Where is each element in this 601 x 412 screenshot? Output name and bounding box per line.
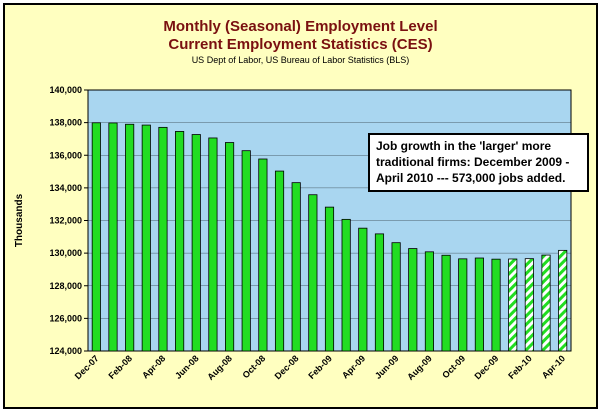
bar (208, 137, 218, 352)
bar (241, 150, 251, 352)
x-tick-label: Apr-09 (340, 353, 367, 380)
bar-hatched (558, 249, 568, 352)
bar (125, 123, 135, 352)
y-tick-label: 138,000 (49, 118, 82, 128)
x-tick-label: Dec-07 (73, 353, 101, 381)
bar (474, 257, 484, 352)
x-tick-label: Aug-08 (205, 353, 234, 382)
bar (225, 142, 235, 352)
bar-hatched (508, 258, 518, 352)
bar (274, 170, 285, 352)
y-tick-label: 124,000 (49, 346, 82, 356)
y-tick-label: 128,000 (49, 281, 82, 291)
bar (341, 218, 351, 352)
bar (175, 131, 185, 352)
x-tick-label: Feb-10 (506, 353, 534, 381)
x-tick-label: Apr-10 (540, 353, 567, 380)
bar (108, 122, 118, 352)
bar (358, 227, 368, 352)
x-tick-label: Aug-09 (405, 353, 434, 382)
bar (441, 254, 451, 352)
y-tick-label: 140,000 (49, 85, 82, 95)
bar (308, 194, 318, 352)
bar (91, 122, 101, 352)
chart-source: US Dept of Labor, US Bureau of Labor Sta… (191, 55, 410, 65)
bar (191, 134, 201, 352)
x-tick-label: Dec-08 (273, 353, 301, 381)
x-tick-label: Oct-09 (440, 353, 467, 380)
x-tick-label: Feb-09 (306, 353, 334, 381)
bar (424, 251, 434, 352)
chart-subtitle: Current Employment Statistics (CES) (168, 36, 433, 53)
y-tick-label: 132,000 (49, 216, 82, 226)
bar (258, 158, 268, 352)
x-tick-label: Jun-09 (373, 353, 401, 381)
bar-hatched (541, 254, 551, 352)
bar (291, 182, 301, 352)
x-tick-label: Oct-08 (240, 353, 267, 380)
annotation-box: Job growth in the 'larger' more traditio… (368, 133, 589, 192)
y-tick-label: 134,000 (49, 183, 82, 193)
bar (374, 233, 385, 352)
bar (491, 258, 501, 352)
x-tick-label: Jun-08 (173, 353, 201, 381)
bar (458, 258, 468, 352)
y-tick-label: 130,000 (49, 248, 82, 258)
bar (324, 206, 335, 352)
bar-hatched (524, 258, 534, 352)
y-tick-label: 126,000 (49, 313, 82, 323)
chart-title: Monthly (Seasonal) Employment Level (163, 18, 438, 35)
bar (408, 248, 418, 352)
x-tick-label: Apr-08 (140, 353, 167, 380)
bar (141, 124, 151, 352)
y-tick-label: 136,000 (49, 150, 82, 160)
x-tick-label: Dec-09 (473, 353, 501, 381)
bar (158, 126, 168, 352)
x-tick-label: Feb-08 (106, 353, 134, 381)
y-axis-label: Thousands (14, 193, 25, 247)
bar (391, 242, 401, 352)
